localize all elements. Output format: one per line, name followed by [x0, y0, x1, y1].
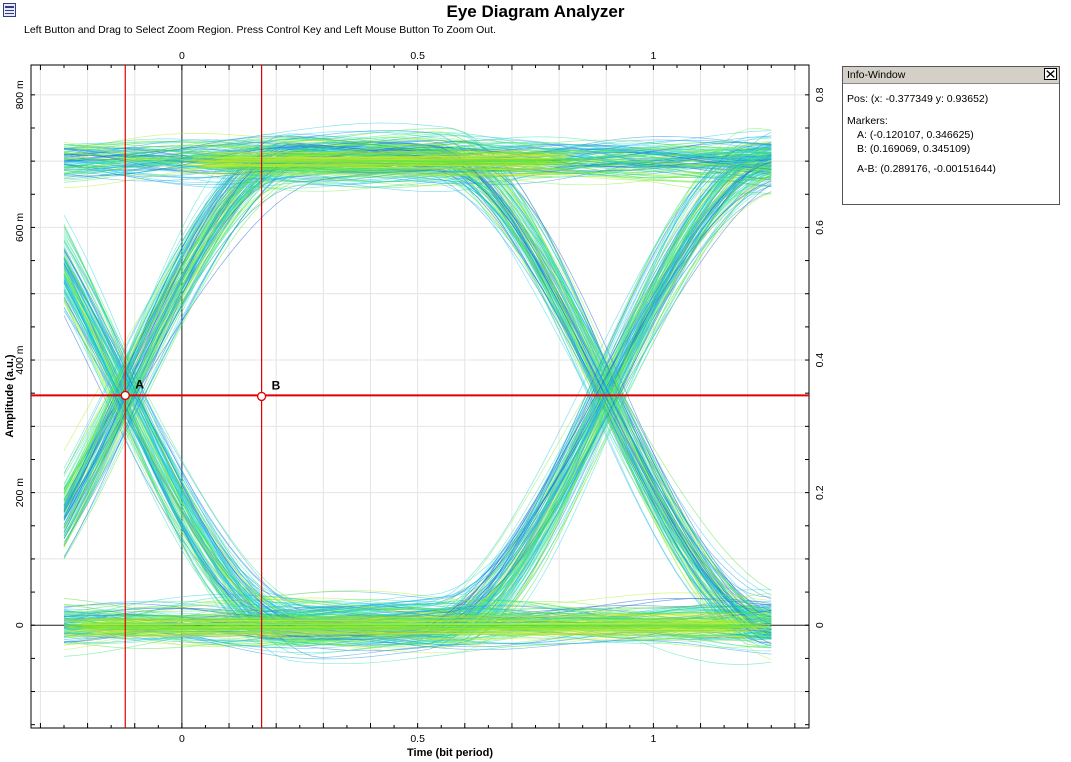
rail-low [67, 624, 763, 627]
y-tick-label-left: 200 m [14, 478, 26, 507]
rail-high [225, 155, 557, 158]
rail-high [195, 160, 550, 168]
eye-trace [63, 133, 772, 620]
plot-frame [30, 64, 810, 729]
x-axis-label: Time (bit period) [407, 747, 493, 759]
eye-trace [63, 148, 772, 609]
markers-label: Markers: [847, 115, 888, 127]
eye-trace [63, 130, 772, 526]
eye-trace [63, 139, 772, 168]
rail-low [97, 613, 732, 623]
y-tick-label-left: 600 m [14, 213, 26, 242]
eye-trace [63, 169, 772, 195]
rail-low [71, 606, 759, 613]
x-tick-label-bottom: 0.5 [410, 733, 425, 745]
eye-trace [63, 168, 772, 560]
eye-trace [63, 158, 772, 509]
y-tick-label-right: 0.8 [814, 87, 826, 102]
y-tick-label-right: 0.2 [814, 485, 826, 500]
marker-b-label: B [272, 378, 281, 392]
eye-trace [63, 138, 772, 596]
eye-diagram-plot[interactable]: 0 0 0.5 0.5 1 1 0 200 m 400 m 600 m 800 m 0 0.2 0.4 0.… [0, 40, 1071, 762]
eye-trace [63, 590, 772, 608]
info-window-title: Info-Window [847, 69, 906, 81]
eye-trace [63, 143, 772, 619]
rail-high [210, 151, 570, 156]
eye-trace [63, 191, 772, 614]
eye-trace [63, 166, 772, 646]
eye-trace [63, 141, 772, 475]
y-tick-label-right: 0 [814, 622, 826, 628]
eye-trace [63, 145, 772, 189]
eye-trace [63, 143, 772, 512]
marker-delta-value: A-B: (0.289176, -0.00151644) [857, 163, 996, 175]
rail-high [213, 172, 549, 176]
x-tick-label-bottom: 1 [650, 733, 656, 745]
x-tick-label-top: 0 [179, 50, 185, 62]
window-title: Eye Diagram Analyzer [446, 2, 625, 21]
rail-high [216, 158, 555, 161]
rail-low [85, 613, 772, 619]
rail-highlights [64, 149, 772, 641]
x-tick-label-top: 1 [650, 50, 656, 62]
rail-low [91, 630, 747, 633]
eye-trace [63, 259, 772, 642]
rail-high [221, 168, 553, 178]
y-tick-label-right: 0.4 [814, 353, 826, 368]
x-tick-label-top: 0.5 [410, 50, 425, 62]
info-window-header[interactable]: Info-Window [843, 67, 1059, 84]
eye-trace [63, 262, 772, 620]
rail-high [205, 167, 580, 173]
eye-trace [63, 159, 772, 189]
y-tick-label-left: 800 m [14, 80, 26, 109]
app-icon [3, 3, 16, 17]
eye-trace [63, 155, 772, 649]
eye-trace [63, 160, 772, 613]
rail-high [224, 152, 543, 157]
y-tick-label-right: 0.6 [814, 220, 826, 235]
y-tick-label-left: 0 [14, 622, 26, 628]
rail-low [69, 617, 725, 621]
x-tick-label-bottom: 0 [179, 733, 185, 745]
eye-trace [63, 137, 772, 169]
y-tick-label-left: 400 m [14, 345, 26, 374]
rail-low [94, 626, 752, 631]
marker-a-point [120, 390, 130, 401]
rail-low [65, 612, 753, 617]
info-window[interactable]: Info-Window Pos: (x: -0.377349 y: 0.9365… [842, 66, 1060, 205]
rail-high [215, 162, 538, 169]
rail-high [211, 160, 575, 163]
zoom-instructions: Left Button and Drag to Select Zoom Regi… [24, 24, 496, 36]
cursor-position: Pos: (x: -0.377349 y: 0.93652) [847, 93, 989, 105]
eye-trace [63, 166, 772, 621]
rail-low [70, 618, 740, 624]
rail-high [182, 173, 559, 177]
eye-trace [63, 280, 772, 637]
rail-high [204, 165, 558, 169]
rail-low [97, 632, 731, 635]
eye-trace [63, 141, 772, 163]
rail-low [64, 632, 737, 636]
rail-high [228, 149, 580, 154]
rail-low [81, 628, 746, 638]
eye-trace [63, 154, 772, 623]
rail-low [73, 627, 745, 632]
eye-trace [63, 172, 772, 635]
marker-a-label: A [135, 377, 144, 391]
eye-trace [63, 595, 772, 665]
eye-trace [63, 139, 772, 168]
eye-trace [63, 147, 772, 647]
eye-trace [63, 143, 772, 637]
close-icon[interactable] [1044, 68, 1057, 80]
marker-b-point [256, 391, 267, 402]
marker-a-value: A: (-0.120107, 0.346625) [857, 129, 974, 141]
rail-low [81, 614, 733, 620]
y-axis-label: Amplitude (a.u.) [4, 354, 16, 438]
marker-b-value: B: (0.169069, 0.345109) [857, 143, 971, 155]
rail-low [65, 635, 739, 641]
